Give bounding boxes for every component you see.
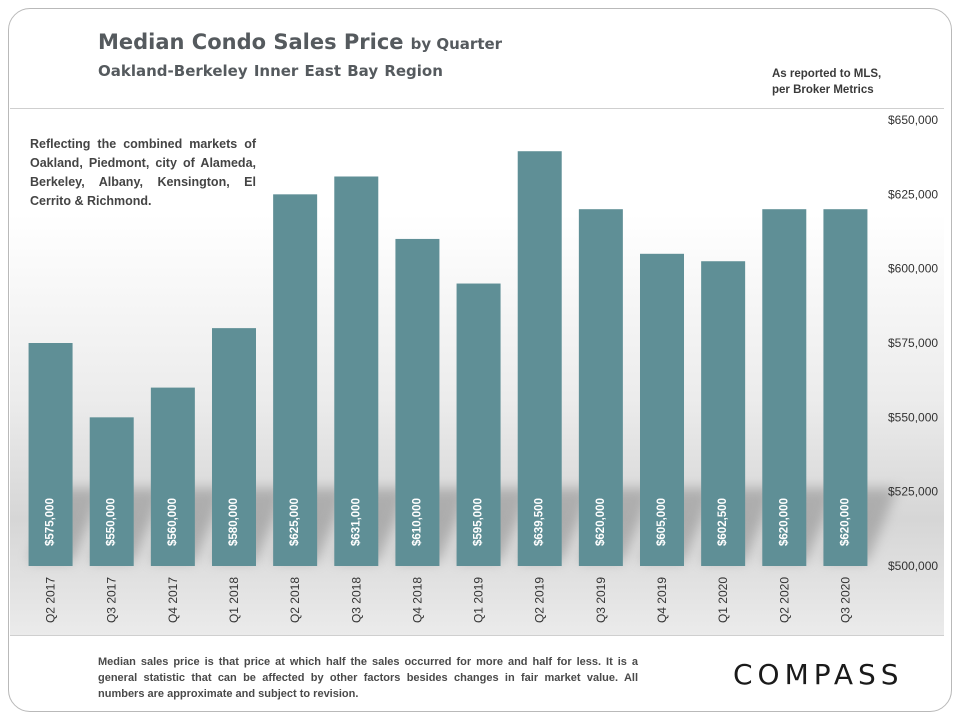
- bar: [456, 283, 501, 566]
- bar-value-label: $625,000: [289, 498, 301, 546]
- bar-value-label: $620,000: [778, 498, 790, 546]
- bar: [701, 261, 746, 566]
- y-tick-label: $525,000: [888, 485, 938, 499]
- y-tick-label: $575,000: [888, 336, 938, 350]
- x-tick-label: Q4 2019: [655, 577, 669, 623]
- x-tick-label: Q1 2019: [472, 577, 486, 623]
- bar: [28, 343, 73, 566]
- compass-logo: COMPASS: [733, 658, 904, 691]
- footnote: Median sales price is that price at whic…: [98, 656, 638, 700]
- bar: [640, 253, 684, 567]
- x-axis-labels: Q2 2017 Q3 2017 Q4 2017 Q1 2018 Q2 2018 Q3 20…: [44, 577, 853, 623]
- x-tick-label: Q1 2018: [227, 577, 241, 623]
- bar: [823, 209, 868, 566]
- title-main: Median Condo Sales Price: [98, 30, 404, 54]
- x-tick-label: Q3 2018: [349, 577, 363, 623]
- source-line-1: As reported to MLS,: [772, 68, 882, 80]
- source-note: As reported to MLS, per Broker Metrics: [772, 66, 881, 98]
- bar-value-label: $560,000: [167, 498, 179, 546]
- x-tick-label: Q4 2017: [166, 577, 180, 623]
- y-tick-label: $650,000: [888, 113, 938, 127]
- bar-value-label: $595,000: [473, 498, 485, 546]
- x-tick-label: Q2 2017: [44, 577, 58, 623]
- bar-value-label: $605,000: [656, 498, 668, 546]
- x-tick-label: Q3 2017: [105, 577, 119, 623]
- bar-value-label: $610,000: [411, 498, 423, 546]
- bar: [395, 238, 440, 566]
- y-tick-label: $600,000: [888, 262, 938, 276]
- bar-value-label: $639,500: [534, 498, 546, 546]
- bar: [517, 151, 562, 566]
- bar: [762, 209, 807, 566]
- bar: [212, 328, 256, 566]
- y-tick-label: $550,000: [888, 410, 938, 424]
- bar-value-label: $620,000: [595, 498, 607, 546]
- bar-value-labels: $575,000 $550,000 $560,000 $580,000 $625,000…: [45, 498, 852, 546]
- chart-subtitle: Oakland-Berkeley Inner East Bay Region: [98, 62, 443, 80]
- x-tick-label: Q3 2019: [594, 577, 608, 623]
- y-tick-label: $500,000: [888, 559, 938, 573]
- bars: [28, 151, 868, 567]
- x-tick-label: Q1 2020: [716, 577, 730, 623]
- bar: [150, 387, 195, 566]
- chart-title: Median Condo Sales Price by Quarter: [98, 30, 502, 54]
- bar-value-label: $580,000: [228, 498, 240, 546]
- x-tick-label: Q3 2020: [838, 577, 852, 623]
- bar-value-label: $575,000: [45, 498, 57, 546]
- title-suffix: by Quarter: [410, 35, 503, 53]
- x-tick-label: Q4 2018: [410, 577, 424, 623]
- bar-value-label: $620,000: [839, 498, 851, 546]
- markets-note: Reflecting the combined markets of Oakla…: [20, 128, 266, 210]
- x-tick-label: Q2 2018: [288, 577, 302, 623]
- x-tick-label: Q2 2019: [533, 577, 547, 623]
- bar: [89, 417, 134, 566]
- bar: [273, 194, 318, 567]
- x-tick-label: Q2 2020: [777, 577, 791, 623]
- bar: [578, 209, 623, 566]
- y-tick-label: $625,000: [888, 187, 938, 201]
- source-line-2: per Broker Metrics: [772, 84, 874, 96]
- bar-value-label: $602,500: [717, 498, 729, 546]
- bar-value-label: $550,000: [106, 498, 118, 546]
- y-axis-labels: $500,000 $525,000 $550,000 $575,000 $600,000…: [888, 113, 938, 573]
- bar: [334, 176, 379, 566]
- bar-value-label: $631,000: [350, 498, 362, 546]
